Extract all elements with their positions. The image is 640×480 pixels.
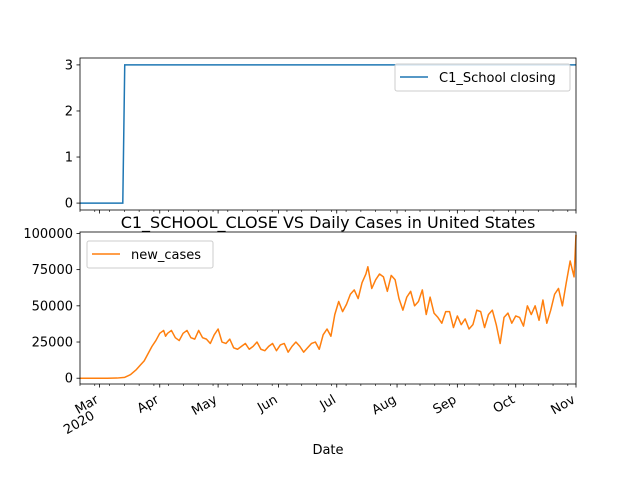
school-closing-ytick-label: 3	[65, 58, 73, 73]
daily-cases-ytick-label: 0	[65, 372, 73, 387]
school-closing-legend: C1_School closing	[394, 63, 571, 92]
daily-cases-ytick-label: 75000	[32, 263, 73, 278]
daily-cases-ytick-label: 100000	[23, 227, 73, 242]
school-closing-line	[80, 64, 576, 204]
daily-cases-plot-area	[80, 234, 577, 379]
daily-cases-xtick-label: Jul	[317, 392, 339, 413]
daily-cases-ytick-label: 50000	[32, 299, 73, 314]
daily-cases-ytick-label: 25000	[32, 336, 73, 351]
school-closing-subplot: 0 1 2 3 C1_School closing	[65, 57, 577, 214]
daily-cases-legend: new_cases	[86, 240, 214, 269]
x-axis-label: Date	[312, 443, 343, 458]
school-closing-plot-area	[80, 64, 576, 204]
school-closing-legend-box	[394, 63, 571, 92]
school-closing-ytick-label: 0	[65, 197, 73, 212]
school-closing-ytick-label: 1	[65, 151, 73, 166]
daily-cases-legend-box	[86, 240, 214, 269]
new-cases-line	[80, 234, 577, 379]
daily-cases-axes-frame	[79, 231, 577, 385]
school-closing-legend-label: C1_School closing	[439, 71, 556, 86]
daily-cases-title: C1_SCHOOL_CLOSE VS Daily Cases in United…	[121, 213, 536, 233]
school-closing-ytick-label: 2	[65, 104, 73, 119]
school-closing-axes-frame	[79, 57, 577, 211]
daily-cases-legend-label: new_cases	[131, 248, 201, 263]
